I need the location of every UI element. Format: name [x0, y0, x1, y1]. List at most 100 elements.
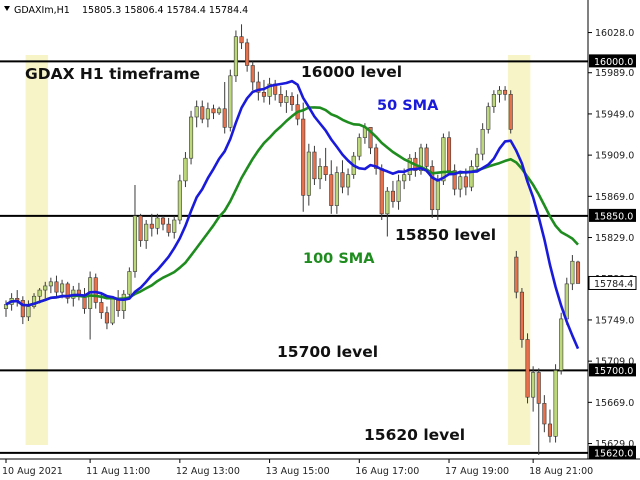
candle: [54, 275, 59, 297]
x-tick-label: 17 Aug 19:00: [445, 466, 509, 477]
level-label-16000: 16000 level: [301, 63, 402, 81]
candle: [177, 174, 182, 225]
candle: [469, 160, 474, 192]
candle: [329, 160, 334, 214]
candle: [228, 69, 233, 132]
candle-body-bear: [390, 190, 395, 202]
candle-body-bear: [340, 172, 345, 188]
candle-body-bull: [357, 137, 362, 157]
candle-body-bull: [435, 180, 440, 211]
y-tick-label: 15669.0: [595, 398, 634, 409]
candle: [334, 166, 339, 214]
candle-body-bear: [54, 281, 59, 293]
candle: [211, 104, 216, 120]
candle: [245, 38, 250, 72]
candle: [233, 30, 238, 82]
candle-body-bull: [284, 96, 289, 103]
candle-body-bear: [514, 256, 519, 293]
candle-body-bull: [570, 260, 575, 285]
candle-body-bull: [441, 137, 446, 182]
candle-body-bear: [374, 147, 379, 169]
candle: [547, 409, 552, 443]
candle: [160, 215, 166, 231]
candle-body-bear: [93, 277, 98, 303]
candle: [446, 131, 452, 175]
candle-body-bull: [48, 281, 53, 287]
candle-body-bear: [312, 151, 317, 180]
candle-body-bear: [547, 423, 552, 437]
candle: [43, 281, 48, 299]
candle: [183, 152, 188, 188]
candle: [155, 213, 160, 235]
dropdown-triangle-icon[interactable]: [4, 6, 10, 11]
candle: [127, 267, 132, 299]
candle: [149, 213, 154, 237]
candle-body-bear: [160, 217, 166, 225]
candle: [368, 127, 373, 155]
current-price-tag: [588, 275, 637, 290]
level-price-tag-label: 15620.0: [594, 448, 633, 459]
candle-body-bull: [559, 318, 564, 371]
candle-body-bull: [531, 372, 536, 398]
candle: [542, 395, 547, 433]
candle-body-bull: [205, 108, 210, 120]
candle: [536, 368, 541, 455]
candle-body-bear: [20, 300, 25, 318]
candle-body-bear: [138, 215, 143, 241]
x-tick-label: 10 Aug 2021: [2, 466, 63, 477]
candle: [318, 158, 323, 190]
candle: [379, 164, 384, 221]
candle-body-bull: [110, 298, 115, 324]
candle-body-bear: [200, 106, 205, 120]
candle-body-bear: [463, 176, 468, 188]
candle-body-bear: [239, 36, 244, 44]
candle-body-bull: [469, 166, 474, 188]
candle: [503, 86, 508, 101]
candle-body-bear: [289, 96, 295, 105]
y-tick-label: 15709.0: [595, 357, 634, 368]
candle-body-bear: [82, 295, 87, 309]
candle-body-bull: [132, 215, 138, 272]
candle-body-bear: [245, 42, 250, 66]
candle: [222, 81, 227, 134]
candle: [200, 100, 205, 124]
level-price-tag-label: 15850.0: [594, 211, 633, 222]
y-tick-label: 16028.0: [595, 28, 634, 39]
candle-body-bull: [155, 217, 160, 229]
candle: [508, 90, 513, 134]
candle: [519, 288, 524, 348]
candle-body-bull: [306, 151, 311, 196]
candle: [559, 312, 564, 375]
candle-body-bull: [144, 223, 149, 241]
candle-body-bear: [446, 137, 452, 171]
candle-body-bear: [430, 166, 435, 211]
candle-body-bear: [424, 147, 429, 167]
candle: [278, 86, 283, 107]
candle: [312, 145, 317, 185]
candle-body-bull: [43, 285, 48, 291]
candle: [385, 187, 390, 237]
candle-body-bear: [323, 166, 328, 175]
candle: [104, 306, 109, 330]
candle: [301, 102, 306, 212]
candle: [194, 100, 199, 128]
candle-body-bull: [194, 106, 199, 118]
candle-body-bear: [525, 339, 530, 398]
candle-body-bear: [250, 65, 255, 83]
candle-body-bull: [475, 153, 480, 167]
level-price-tag: [589, 208, 636, 222]
candle-body-bear: [575, 261, 581, 284]
candle-body-bear: [222, 108, 227, 128]
candle-body-bull: [32, 295, 37, 307]
candle: [480, 123, 485, 161]
candle-body-bull: [26, 306, 31, 318]
candle-body-bull: [228, 75, 233, 128]
candle-body-bull: [189, 116, 194, 159]
candle: [531, 366, 536, 412]
candle: [374, 143, 379, 175]
candle-body-bear: [379, 168, 384, 215]
candle: [458, 170, 463, 198]
candle: [525, 333, 530, 404]
